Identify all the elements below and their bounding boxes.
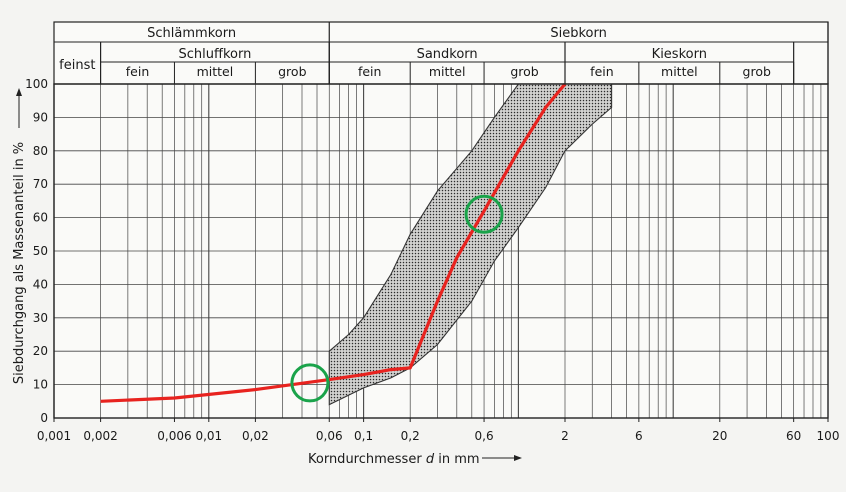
header-group-label: Schlämmkorn [147, 26, 236, 41]
y-tick-label: 30 [33, 311, 48, 325]
x-tick-label: 0,01 [195, 429, 222, 443]
x-tick-label: 2 [561, 429, 569, 443]
x-tick-label: 100 [817, 429, 840, 443]
header-frame [53, 21, 829, 85]
marker-circle [290, 363, 330, 403]
y-axis-arrowhead [16, 88, 22, 96]
header-group-label: Siebkorn [550, 26, 607, 41]
x-tick-label: 0,06 [316, 429, 343, 443]
marker-circle [464, 194, 504, 234]
header-subdivision-label: grob [743, 64, 771, 79]
header-soil-type-label: Sandkorn [417, 47, 478, 62]
x-tick-label: 0,001 [37, 429, 71, 443]
y-tick-label: 40 [33, 277, 48, 291]
header-subdivision-label: fein [358, 64, 382, 79]
header-subdivision-label: mittel [197, 64, 234, 79]
x-tick-label: 0,006 [157, 429, 191, 443]
y-tick-label: 80 [33, 144, 48, 158]
header-soil-type-label: Kieskorn [652, 47, 707, 62]
x-axis-label: Korndurchmesser d in mm [308, 452, 480, 467]
x-tick-label: 0,2 [401, 429, 420, 443]
y-axis-label: Siebdurchgang als Massenanteil in % [12, 142, 27, 384]
x-tick-label: 20 [712, 429, 727, 443]
y-tick-label: 50 [33, 244, 48, 258]
grading-envelope [328, 83, 613, 406]
x-axis-label-part: in mm [434, 452, 479, 467]
y-tick-label: 100 [25, 77, 48, 91]
header-subdivision-label: mittel [429, 64, 466, 79]
y-tick-label: 0 [40, 411, 48, 425]
header-subdivision-label: mittel [661, 64, 698, 79]
grading-curve-line [100, 82, 567, 403]
header-subdivision-label: fein [126, 64, 150, 79]
x-axis-label-part: Korndurchmesser [308, 452, 426, 467]
x-tick-label: 0,002 [83, 429, 117, 443]
header-subdivision-label: fein [590, 64, 614, 79]
plot-border [53, 83, 829, 419]
y-tick-label: 70 [33, 177, 48, 191]
x-tick-label: 6 [635, 429, 643, 443]
x-tick-label: 0,6 [475, 429, 494, 443]
y-tick-label: 20 [33, 344, 48, 358]
x-axis-arrowhead [514, 455, 522, 461]
x-tick-label: 60 [786, 429, 801, 443]
x-axis-label-part: d [426, 452, 435, 467]
y-tick-label: 10 [33, 378, 48, 392]
x-tick-label: 0,02 [242, 429, 269, 443]
header-subdivision-label: grob [510, 64, 538, 79]
header-soil-type-label: feinst [59, 58, 95, 73]
header-subdivision-label: grob [278, 64, 306, 79]
x-tick-label: 0,1 [354, 429, 373, 443]
header-soil-type-label: Schluffkorn [179, 47, 252, 62]
y-tick-label: 60 [33, 211, 48, 225]
y-tick-label: 90 [33, 110, 48, 124]
